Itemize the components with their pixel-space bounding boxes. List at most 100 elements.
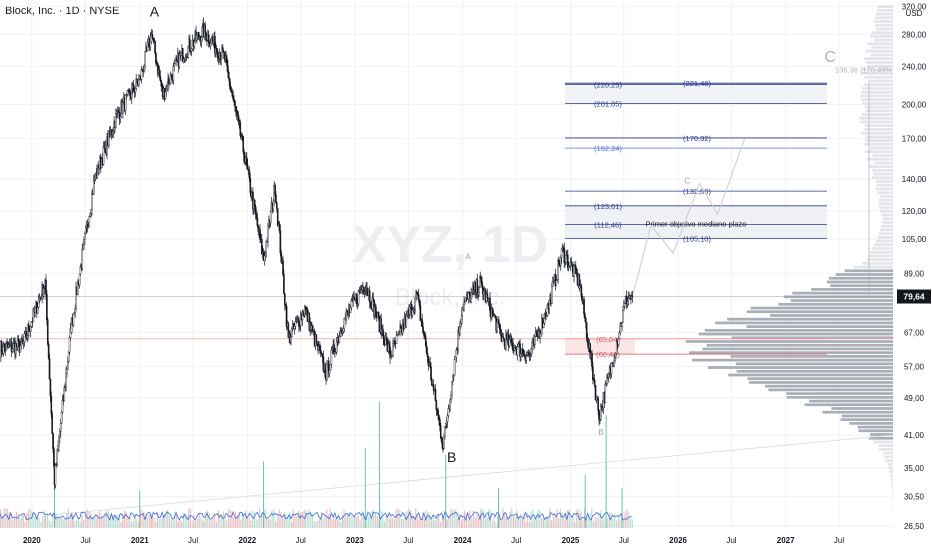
volume-bar [273, 508, 275, 528]
candle-body [617, 338, 620, 345]
volume-bar [354, 515, 356, 528]
volume-bar [14, 515, 16, 528]
candle-body [369, 301, 372, 307]
volume-bar [10, 512, 12, 528]
candle-body [388, 343, 390, 348]
candle-body [45, 280, 47, 295]
volume-bar [141, 510, 143, 528]
candle-body [269, 211, 272, 224]
volume-profile-bar [706, 343, 893, 347]
candle-body [92, 180, 95, 195]
volume-bar [622, 520, 625, 528]
candle-body [522, 352, 525, 356]
fib-level-label: (60,42) [596, 350, 620, 359]
candle-body [552, 280, 555, 283]
volume-bar [86, 509, 88, 528]
volume-bar [324, 516, 326, 528]
volume-profile-bar [892, 496, 893, 500]
volume-bar [471, 518, 473, 528]
volume-bar [341, 514, 344, 528]
volume-bar [177, 521, 179, 528]
volume-bar [311, 514, 314, 528]
volume-profile-bar [685, 340, 893, 343]
volume-bar [203, 521, 205, 528]
candle-body [494, 315, 497, 319]
volume-bar [88, 511, 90, 528]
candle-body [47, 343, 50, 359]
candle-body [426, 352, 429, 357]
volume-profile-bar [857, 425, 893, 429]
candle-body [70, 317, 73, 333]
volume-bar [453, 508, 455, 528]
volume-bar [566, 510, 569, 528]
candle-body [164, 91, 167, 99]
volume-bar [476, 513, 478, 528]
volume-bar [210, 520, 212, 528]
volume-bar [420, 516, 422, 528]
volume-profile-bar [884, 455, 893, 459]
volume-bar [50, 521, 52, 528]
candle-body [81, 249, 84, 269]
candle-body [586, 337, 589, 343]
volume-bar [352, 517, 354, 528]
volume-bar [446, 519, 448, 528]
candle-body [255, 214, 258, 219]
candle-body [614, 357, 616, 361]
volume-profile-bar [871, 31, 893, 35]
candle-body [155, 53, 157, 64]
candle-body [580, 285, 583, 297]
candle-body [49, 378, 52, 397]
candle-body [555, 280, 558, 286]
volume-bar [603, 515, 605, 528]
candle-body [357, 291, 360, 305]
candle-body [446, 415, 449, 422]
candle-body [178, 53, 181, 68]
candle-body [368, 290, 371, 303]
volume-bar [392, 518, 394, 528]
candle-body [395, 335, 398, 344]
candle-body [256, 217, 259, 226]
volume-bar [491, 521, 493, 528]
volume-bar [389, 519, 391, 528]
volume-bar [221, 514, 223, 528]
candle-body [272, 200, 275, 211]
volume-bar [397, 508, 399, 528]
volume-bar [120, 521, 122, 528]
volume-profile-bar [877, 8, 893, 12]
volume-bar [3, 508, 5, 528]
candle-body [51, 413, 53, 434]
volume-bar [448, 515, 450, 528]
candle-body [238, 120, 241, 123]
price-tick-label: 140,00 [902, 175, 927, 184]
volume-bar [371, 510, 373, 528]
volume-bar [409, 510, 411, 528]
price-tick-label: 26,50 [904, 522, 925, 531]
volume-bar [191, 521, 193, 528]
candle-body [282, 260, 284, 275]
candle-body [443, 436, 445, 449]
volume-profile-bar [828, 276, 893, 280]
volume-bar [532, 509, 534, 528]
volume-bar [482, 509, 485, 528]
volume-bar [361, 510, 363, 528]
volume-bar [283, 511, 286, 528]
volume-profile-bar [878, 206, 893, 209]
candle-body [598, 410, 600, 421]
candle-body [551, 286, 553, 304]
candle-body [459, 323, 462, 327]
fib-level-label: (105,10) [683, 235, 711, 244]
volume-bar [233, 517, 235, 528]
volume-profile-bar [877, 235, 893, 239]
volume-bar [259, 508, 261, 528]
volume-bar [596, 517, 598, 528]
price-axis-bg [893, 0, 932, 550]
candle-body [65, 373, 67, 388]
candle-body [52, 433, 54, 450]
candle-body [623, 305, 625, 311]
candle-body [631, 295, 634, 297]
candle-body [283, 293, 286, 305]
volume-bar [346, 515, 349, 528]
candle-body [591, 352, 593, 367]
volume-bar [255, 519, 257, 528]
